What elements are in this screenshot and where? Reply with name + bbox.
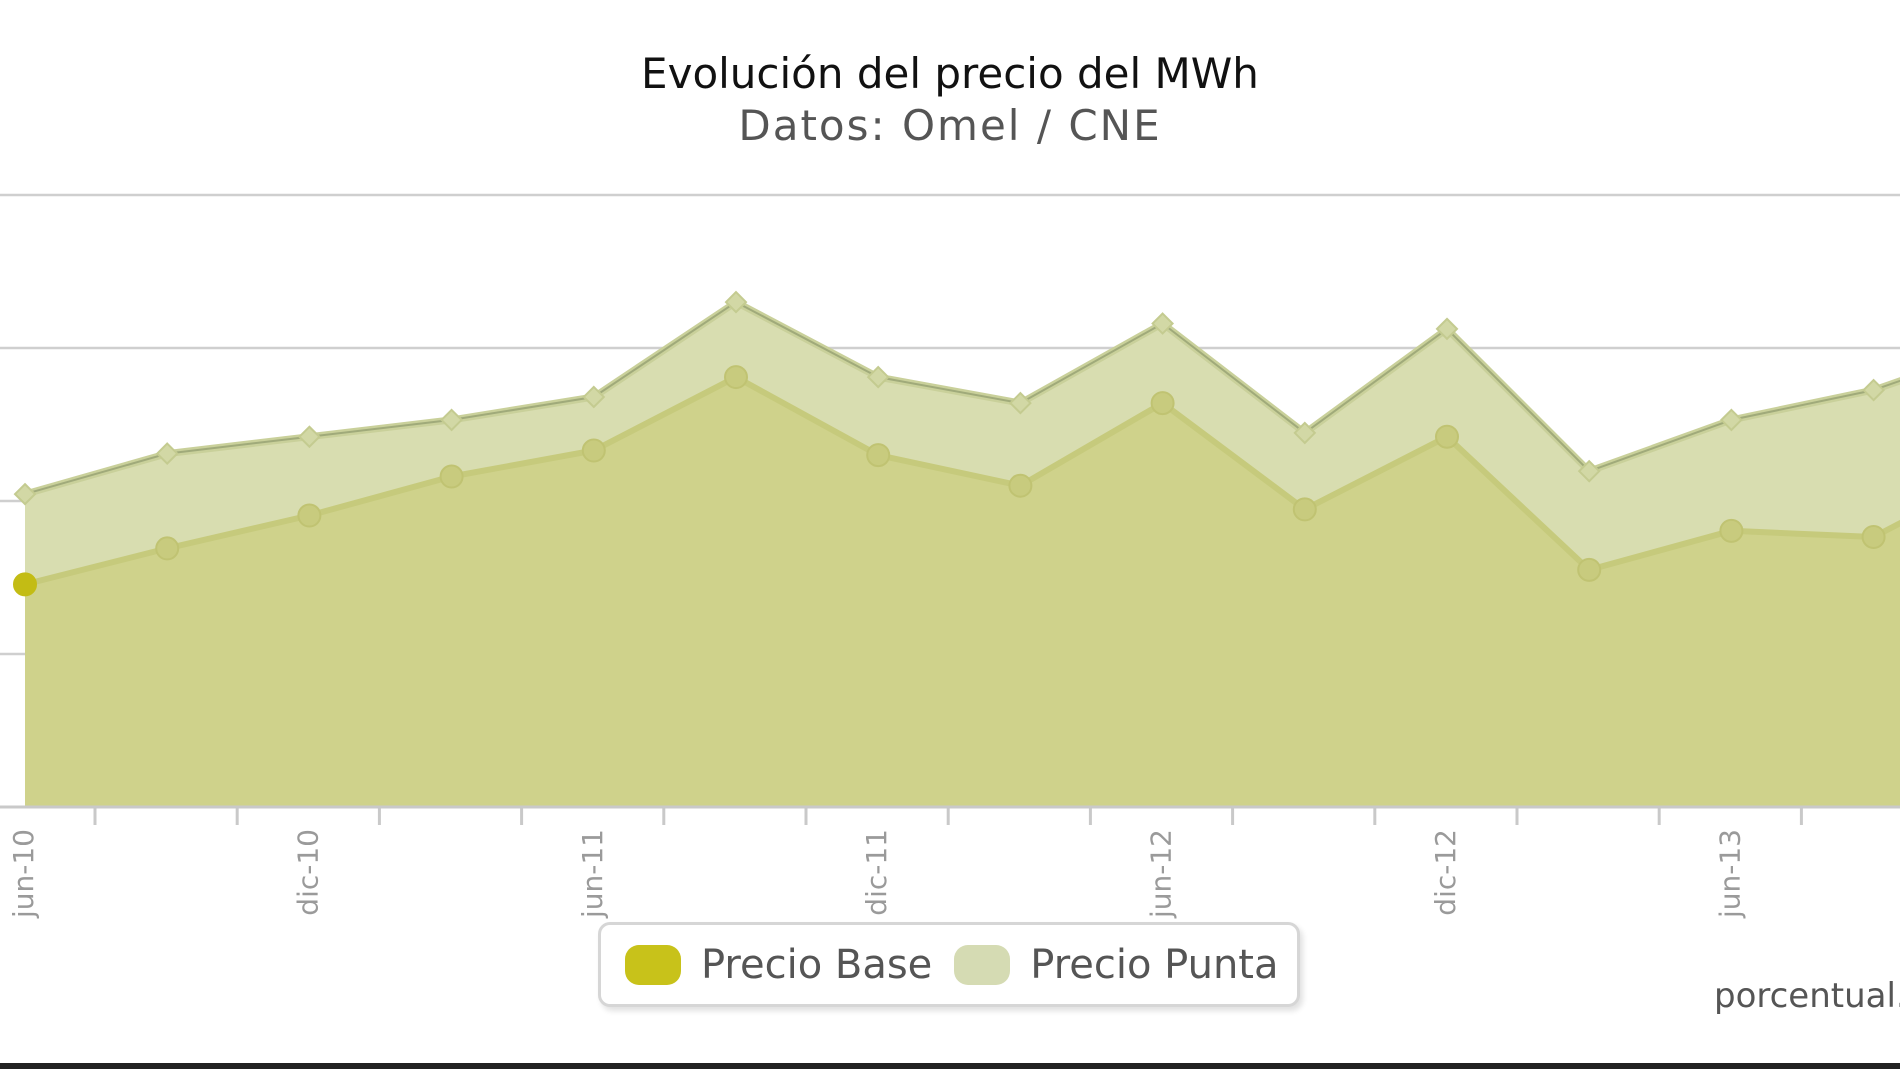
point-precio-punta[interactable] [866,365,890,389]
series-areas [13,290,1900,807]
point-precio-punta[interactable] [13,482,37,506]
point-precio-base[interactable] [13,572,37,597]
chart-subtitle: Datos: Omel / CNE [738,101,1161,150]
point-precio-punta[interactable] [440,408,464,432]
point-precio-base[interactable] [866,443,891,468]
point-precio-base[interactable] [1150,391,1175,416]
point-precio-base[interactable] [1292,497,1317,522]
legend-label-precio-base: Precio Base [701,941,933,988]
point-precio-punta[interactable] [1008,391,1032,415]
point-precio-punta[interactable] [724,290,748,314]
point-precio-punta[interactable] [1862,378,1886,402]
point-precio-punta[interactable] [1151,312,1175,335]
point-precio-base[interactable] [1008,473,1033,498]
credit-text: porcentual.es [1714,976,1900,1016]
legend-item-precio-punta[interactable]: Precio Punta [954,941,1279,988]
legend-swatch-precio-punta [954,944,1011,985]
chart-title: Evolución del precio del MWh [641,49,1259,98]
point-precio-punta[interactable] [1577,459,1601,483]
bottom-border [0,1063,1900,1069]
x-tick-label: dic-11 [860,829,893,916]
x-tick-label: dic-10 [291,829,324,916]
point-precio-punta[interactable] [297,425,321,449]
point-precio-base[interactable] [1577,557,1602,582]
point-precio-base[interactable] [1719,518,1744,543]
x-axis: jun-10 dic-10 jun-11 dic-11 jun-12 dic-12 jun-… [0,805,1900,919]
point-precio-punta[interactable] [582,385,606,409]
x-tick-label: jun-10 [7,829,40,919]
x-tick-label: jun-12 [1145,829,1178,919]
point-precio-base[interactable] [724,365,748,390]
legend-item-precio-base[interactable]: Precio Base [625,942,932,988]
legend-label-precio-punta: Precio Punta [1030,941,1279,988]
point-precio-punta[interactable] [1719,408,1743,432]
point-precio-punta[interactable] [1293,421,1317,445]
x-tick-label: jun-13 [1713,829,1746,919]
point-precio-base[interactable] [439,464,464,489]
area-precio-base [25,377,1900,807]
point-precio-punta[interactable] [155,442,179,465]
point-precio-base[interactable] [297,503,322,528]
point-precio-base[interactable] [1861,524,1886,549]
x-tick-label: dic-12 [1429,829,1462,916]
point-precio-punta[interactable] [1435,317,1459,341]
legend-swatch-precio-base [625,944,681,985]
point-precio-base[interactable] [581,438,606,463]
point-precio-base[interactable] [1435,424,1459,449]
point-precio-base[interactable] [155,536,180,561]
legend: Precio Base Precio Punta [598,922,1300,1007]
x-tick-label: jun-11 [576,829,609,919]
